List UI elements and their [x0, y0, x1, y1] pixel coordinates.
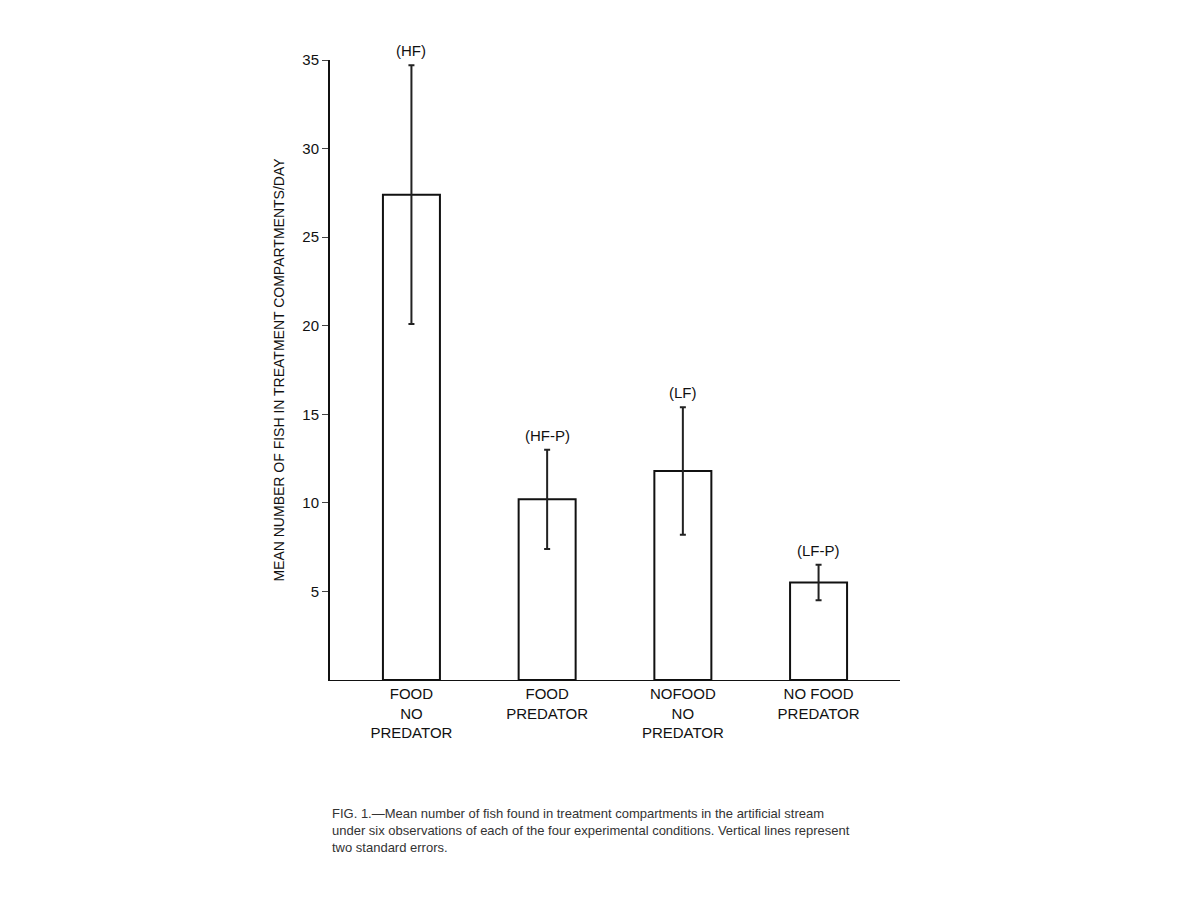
svg-text:(LF-P): (LF-P) [797, 542, 840, 559]
svg-text:FOODPREDATOR: FOODPREDATOR [506, 685, 588, 722]
svg-text:30: 30 [302, 140, 319, 157]
svg-text:(HF-P): (HF-P) [525, 427, 570, 444]
svg-text:20: 20 [302, 317, 319, 334]
svg-text:NOFOODNOPREDATOR: NOFOODNOPREDATOR [642, 685, 724, 741]
svg-text:15: 15 [302, 406, 319, 423]
svg-text:FOODNOPREDATOR: FOODNOPREDATOR [370, 685, 452, 741]
svg-text:(LF): (LF) [669, 384, 697, 401]
svg-text:(HF): (HF) [396, 42, 426, 59]
svg-text:35: 35 [302, 51, 319, 68]
svg-text:NO FOODPREDATOR: NO FOODPREDATOR [778, 685, 860, 722]
svg-text:MEAN NUMBER OF FISH IN TREATME: MEAN NUMBER OF FISH IN TREATMENT COMPART… [271, 158, 287, 582]
svg-text:FIG. 1.—Mean number of fish fo: FIG. 1.—Mean number of fish found in tre… [332, 806, 850, 855]
svg-text:25: 25 [302, 228, 319, 245]
svg-text:5: 5 [311, 583, 319, 600]
svg-text:10: 10 [302, 494, 319, 511]
